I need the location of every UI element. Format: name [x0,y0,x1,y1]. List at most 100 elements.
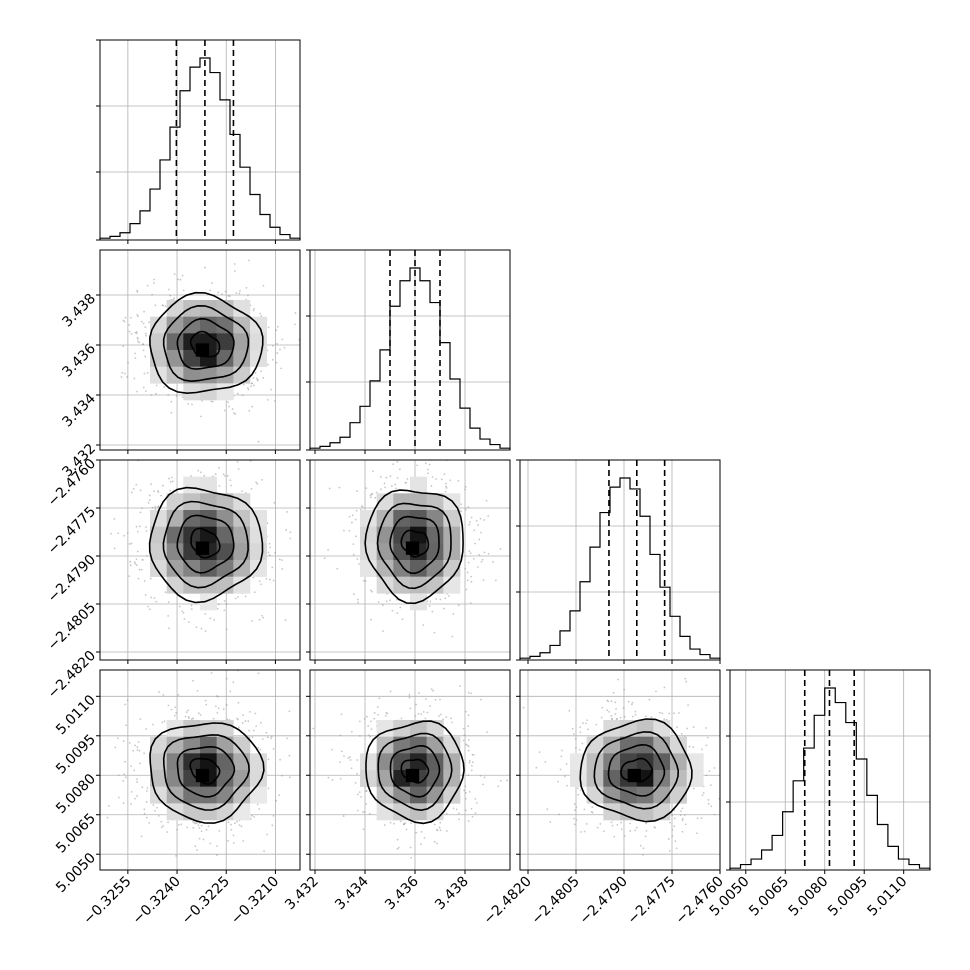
scatter-point [140,320,143,323]
ytick-label-p2-1: −2.4805 [45,600,99,654]
density-cell [150,770,167,787]
scatter-point [145,334,147,337]
density-cell [166,493,184,511]
scatter-point [356,490,358,493]
scatter-point [312,727,315,730]
scatter-point [265,731,268,734]
scatter-point [145,790,148,792]
scatter-point [253,591,256,594]
scatter-point [191,403,193,406]
scatter-point [701,748,703,751]
scatter-point [217,603,220,606]
scatter-point [385,714,387,717]
scatter-point [199,471,202,474]
panel-3-1-scatter [312,685,508,859]
scatter-point [210,400,213,403]
scatter-point [356,598,359,601]
panel-3-2-contour-0 [620,757,653,783]
scatter-point [560,755,563,758]
scatter-point [143,310,146,313]
scatter-point [237,468,240,471]
scatter-point [139,489,142,492]
scatter-point [254,372,257,374]
scatter-point [439,713,442,716]
density-cell [200,753,217,771]
scatter-point [449,479,452,482]
scatter-point [116,737,119,740]
scatter-point [234,270,236,272]
scatter-point [258,808,261,810]
scatter-point [373,717,376,720]
xtick-label-p2-2: −2.4790 [577,874,631,928]
density-cell [166,300,184,317]
scatter-point [680,810,682,813]
density-cell [410,526,427,544]
scatter-point [444,597,447,600]
scatter-point [136,746,139,749]
scatter-point [248,409,251,412]
scatter-point [705,774,708,777]
scatter-point [631,701,634,704]
scatter-point [685,680,688,683]
scatter-point [474,542,476,545]
density-cell [636,753,654,771]
scatter-point [237,392,239,395]
scatter-point [161,721,164,724]
scatter-point [114,746,117,749]
scatter-point [124,776,127,779]
panel-2-0-contour-1 [176,514,235,574]
scatter-point [535,766,538,769]
scatter-point [143,372,146,375]
scatter-point [258,580,261,583]
panel-2-0-contour-3 [148,486,264,604]
density-cell [166,543,184,561]
scatter-point [584,722,587,725]
scatter-point [190,604,193,607]
scatter-point [610,714,613,717]
scatter-point [271,358,274,361]
scatter-point [464,710,467,713]
scatter-point [238,292,241,295]
scatter-point [148,321,150,324]
density-cell [216,786,234,804]
scatter-point [430,485,433,487]
density-cell [426,770,444,787]
scatter-point [463,789,466,792]
scatter-point [270,735,273,738]
scatter-point [414,714,417,717]
scatter-point [634,710,637,713]
panel-1-0-area [100,250,300,450]
scatter-point [499,548,502,550]
scatter-point [603,830,605,833]
scatter-point [416,464,419,467]
scatter-point [680,732,683,735]
scatter-point [169,489,172,492]
scatter-point [257,672,260,675]
scatter-point [217,291,220,294]
scatter-point [557,780,559,783]
panel-3-0-contour-0 [189,757,221,785]
scatter-point [438,826,441,829]
scatter-point [176,828,179,831]
scatter-point [362,811,364,813]
scatter-point [460,510,463,513]
scatter-point [595,723,598,726]
scatter-point [645,829,648,832]
scatter-point [357,601,360,604]
scatter-point [417,712,420,715]
density-cell [200,300,217,317]
scatter-point [479,698,482,701]
xtick-label-p2-0: −2.4820 [481,874,535,928]
scatter-point [132,488,135,490]
scatter-point [175,395,178,397]
scatter-point [615,718,618,720]
scatter-point [467,561,470,564]
scatter-point [222,708,225,711]
scatter-point [707,799,710,801]
density-cell [166,736,184,754]
scatter-point [424,717,427,720]
scatter-point [163,720,166,723]
scatter-point [232,834,235,837]
scatter-point [266,398,269,401]
